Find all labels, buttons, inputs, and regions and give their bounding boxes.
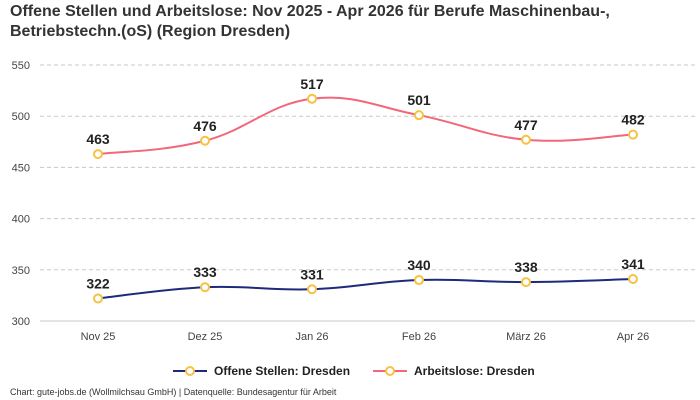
data-point[interactable]	[200, 135, 210, 146]
data-label: 501	[407, 92, 431, 108]
y-axis-ticks: 300 350 400 450 500 550	[12, 60, 30, 328]
series-line-0	[97, 278, 634, 300]
data-point[interactable]	[521, 134, 531, 145]
data-point[interactable]	[628, 129, 638, 140]
chart-title-line-2: Betriebstechn.(oS) (Region Dresden)	[10, 23, 291, 40]
data-point[interactable]	[414, 110, 424, 121]
x-tick-label: Apr 26	[617, 331, 649, 343]
data-label: 477	[514, 117, 538, 133]
data-labels: 322 333 331 340 338 341 463 476 517 501 477 482	[86, 76, 645, 292]
y-tick-label: 300	[12, 316, 30, 328]
x-tick-label: März 26	[506, 331, 546, 343]
series-line-1	[97, 96, 634, 156]
data-label: 322	[86, 275, 110, 291]
data-point[interactable]	[307, 93, 317, 104]
legend-swatch-marker	[385, 366, 395, 376]
x-axis-ticks: Nov 25 Dez 25 Jan 26 Feb 26 März 26 Apr 26	[81, 331, 650, 343]
data-point[interactable]	[307, 284, 317, 295]
data-point[interactable]	[414, 275, 424, 286]
y-tick-label: 500	[12, 111, 30, 123]
data-label: 463	[86, 131, 110, 147]
grid-lines	[40, 64, 695, 322]
data-label: 338	[514, 259, 538, 275]
data-label: 341	[621, 256, 645, 272]
data-label: 482	[621, 112, 645, 128]
data-label: 517	[300, 76, 324, 92]
legend-item-label[interactable]: Arbeitslose: Dresden	[414, 364, 535, 378]
legend-swatch-marker	[185, 366, 195, 376]
x-tick-label: Feb 26	[402, 331, 436, 343]
legend-item-label[interactable]: Offene Stellen: Dresden	[214, 364, 350, 378]
x-tick-label: Jan 26	[295, 331, 328, 343]
data-label: 333	[193, 264, 217, 280]
y-tick-label: 400	[12, 214, 30, 226]
source-footer: Chart: gute-jobs.de (Wollmilchsau GmbH) …	[10, 387, 337, 397]
x-tick-label: Nov 25	[81, 331, 116, 343]
legend[interactable]: Offene Stellen: Dresden Arbeitslose: Dres…	[173, 364, 535, 378]
data-point[interactable]	[628, 274, 638, 285]
data-label: 331	[300, 266, 324, 282]
data-markers	[93, 93, 638, 304]
data-point[interactable]	[93, 293, 103, 304]
data-point[interactable]	[200, 282, 210, 293]
data-point[interactable]	[521, 277, 531, 288]
chart-title: Offene Stellen und Arbeitslose: Nov 2025…	[10, 2, 690, 42]
y-tick-label: 350	[12, 265, 30, 277]
y-tick-label: 550	[12, 60, 30, 72]
data-point[interactable]	[93, 149, 103, 160]
y-tick-label: 450	[12, 162, 30, 174]
data-label: 340	[407, 257, 431, 273]
series-lines	[97, 96, 634, 300]
chart-title-line-1: Offene Stellen und Arbeitslose: Nov 2025…	[10, 3, 610, 20]
x-tick-label: Dez 25	[188, 331, 223, 343]
data-label: 476	[193, 118, 217, 134]
